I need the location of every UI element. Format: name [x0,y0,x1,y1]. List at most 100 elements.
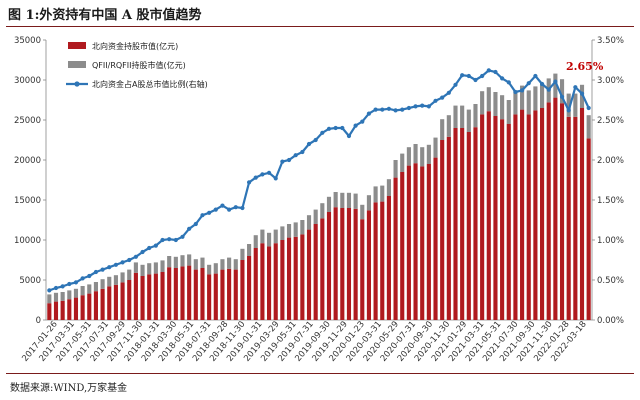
bar-northbound [127,280,132,320]
bar-qfii [160,260,165,272]
bar-qfii [493,92,498,116]
ratio-point [500,76,505,81]
ratio-point [253,175,258,180]
bar-northbound [193,269,198,320]
bar-qfii [539,84,545,108]
bar-qfii [273,229,278,244]
bar-northbound [573,116,578,320]
ratio-point [426,104,431,109]
bar-qfii [393,160,398,178]
bar-qfii [573,93,578,117]
bar-northbound [373,202,378,320]
ratio-point [400,107,405,112]
bar-northbound [406,165,411,320]
bar-northbound [366,210,372,320]
ratio-point [553,79,558,84]
bar-qfii [73,288,79,298]
legend-swatch-qfii [68,61,86,68]
bar-northbound [260,243,265,320]
ratio-point [446,90,451,95]
bar-qfii [293,222,298,237]
ratio-point [286,157,292,163]
bar-northbound [266,246,272,320]
bar-northbound [80,295,85,320]
ratio-point [273,176,278,181]
bar-northbound [253,248,258,320]
ratio-point [293,153,298,158]
ratio-point [107,265,112,270]
y-right-tick-label: 1.00% [597,236,624,246]
ratio-point [213,207,218,212]
bar-northbound [493,116,498,320]
bar-northbound [240,260,245,320]
bar-qfii [340,192,345,208]
bar-northbound [413,163,418,320]
bar-northbound [533,110,538,321]
bar-northbound [586,138,591,320]
bar-qfii [346,192,352,208]
ratio-point [306,141,312,147]
bar-northbound [326,212,332,320]
bar-northbound [187,265,192,320]
ratio-point [47,288,52,293]
bar-qfii [426,144,431,164]
ratio-point [539,81,545,87]
bar-qfii [506,100,511,124]
ratio-point [320,130,325,135]
bar-northbound [153,273,158,320]
bar-qfii [520,85,525,110]
y-left-tick-label: 5000 [19,276,41,286]
bar-northbound [247,256,252,320]
ratio-point [353,123,358,128]
bar-qfii [473,104,478,128]
bar-northbound [180,266,185,320]
bar-northbound [313,224,318,320]
ratio-point [466,73,471,79]
bar-northbound [433,157,438,320]
ratio-point [227,207,232,212]
ratio-point [433,98,438,103]
bar-northbound [220,269,225,320]
y-right-tick-label: 3.00% [597,76,624,86]
ratio-point [573,85,578,90]
legend-label-qfii: QFII/RQFII持股市值(亿元) [92,60,186,70]
ratio-point [120,260,125,265]
bar-northbound [446,136,451,320]
ratio-point [406,105,411,111]
ratio-point [160,237,165,243]
bar-northbound [133,272,138,320]
bar-northbound [460,128,465,320]
ratio-point [53,285,59,291]
bar-northbound [60,300,65,320]
ratio-point [300,149,305,155]
ratio-point [579,91,585,96]
ratio-point [280,159,285,164]
bar-qfii [380,185,385,202]
bar-qfii [433,137,438,158]
ratio-point [366,111,372,116]
bar-northbound [360,219,365,320]
ratio-point [546,87,551,92]
bar-northbound [420,166,425,320]
bar-northbound [160,272,165,320]
ratio-point [333,125,338,131]
bar-qfii [87,284,92,294]
bar-qfii [313,209,318,224]
bar-qfii [333,192,338,208]
bar-northbound [466,132,471,320]
bar-northbound [140,276,145,320]
ratio-point [480,73,485,79]
ratio-point [187,226,192,231]
ratio-point [167,237,172,242]
bar-northbound [353,208,358,320]
legend-swatch-ratio-marker [74,81,80,87]
bar-northbound [480,114,485,321]
bar-qfii [253,235,258,248]
ratio-annotation: 2.65% [566,60,604,73]
y-right-tick-label: 1.50% [597,196,624,206]
bar-qfii [406,147,411,166]
ratio-point [420,103,425,108]
ratio-point [140,249,145,255]
ratio-point [393,108,398,113]
y-right-tick-label: 2.00% [597,156,624,166]
